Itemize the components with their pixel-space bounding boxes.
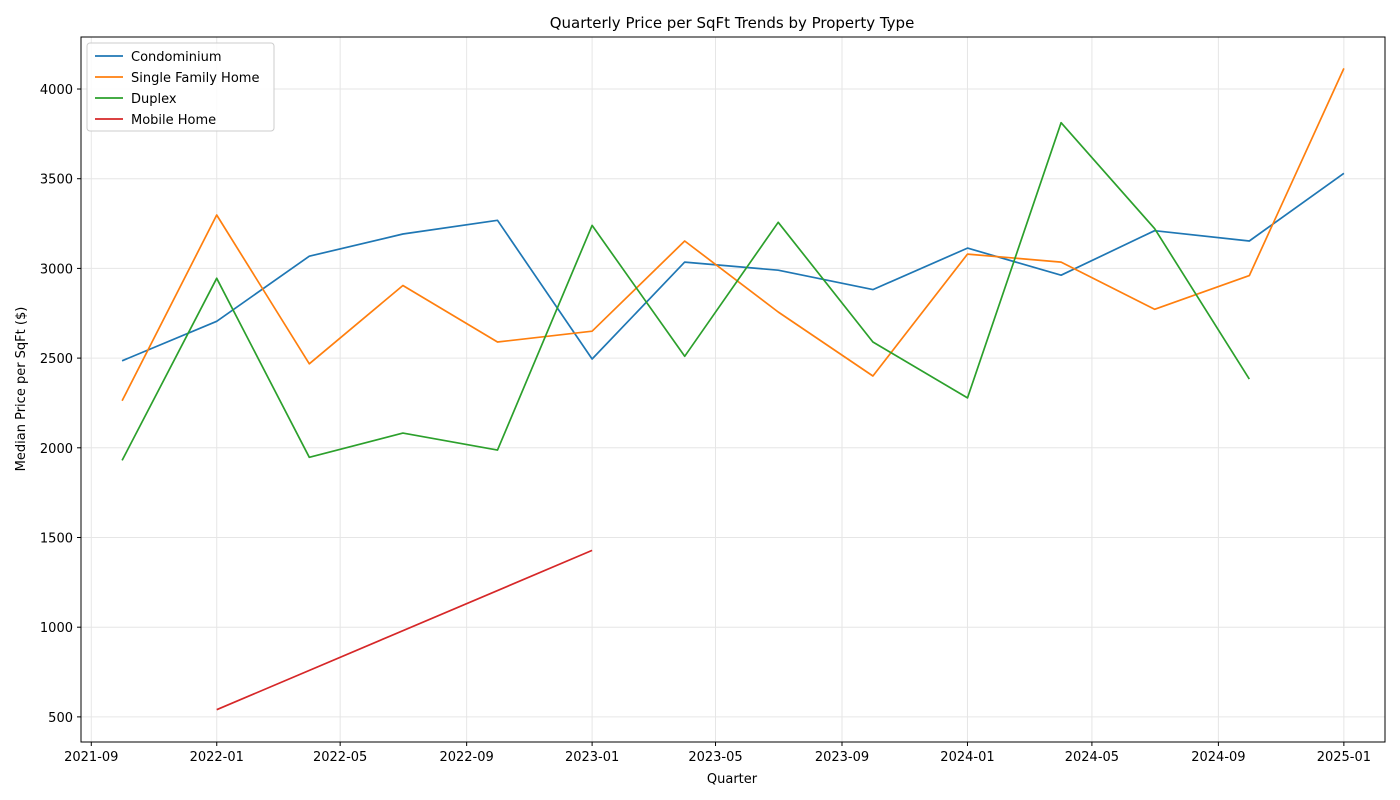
y-axis-label: Median Price per SqFt ($) [14,307,29,472]
x-tick-label: 2023-05 [688,750,742,765]
grid-lines [81,37,1385,742]
y-tick-label: 1000 [40,621,73,636]
y-tick-label: 4000 [40,83,73,98]
legend-label-duplex: Duplex [131,92,177,107]
legend-label-single-family-home: Single Family Home [131,71,259,86]
x-tick-label: 2025-01 [1317,750,1371,765]
chart-title: Quarterly Price per SqFt Trends by Prope… [550,14,915,32]
plot-frame [80,36,1386,743]
series-line-condominium [121,172,1345,362]
x-tick-label: 2024-09 [1191,750,1245,765]
y-axis-ticks: 500 1000 1500 2000 2500 3000 3500 4000 [40,83,81,726]
legend-label-condominium: Condominium [131,50,222,65]
legend-box [86,42,275,132]
x-tick-label: 2024-05 [1065,750,1119,765]
y-tick-label: 2500 [40,352,73,367]
x-tick-label: 2022-09 [439,750,493,765]
y-tick-label: 500 [48,711,73,726]
y-tick-label: 3500 [40,173,73,188]
legend-label-mobile-home: Mobile Home [131,113,216,128]
series-lines [121,68,1345,711]
x-tick-label: 2024-01 [940,750,994,765]
series-line-single-family-home [121,68,1345,402]
x-tick-label: 2021-09 [64,750,118,765]
x-tick-label: 2022-01 [190,750,244,765]
x-axis-ticks: 2021-09 2022-01 2022-05 2022-09 2023-01 2023-… [64,742,1371,765]
y-tick-label: 3000 [40,262,73,277]
y-tick-label: 2000 [40,442,73,457]
legend: Condominium Single Family Home Duplex Mobil… [86,42,275,132]
x-tick-label: 2023-09 [815,750,869,765]
x-tick-label: 2023-01 [565,750,619,765]
x-tick-label: 2022-05 [313,750,367,765]
x-axis-label: Quarter [707,772,758,787]
series-line-mobile-home [216,549,593,711]
y-tick-label: 1500 [40,531,73,546]
series-line-duplex [121,121,1251,461]
